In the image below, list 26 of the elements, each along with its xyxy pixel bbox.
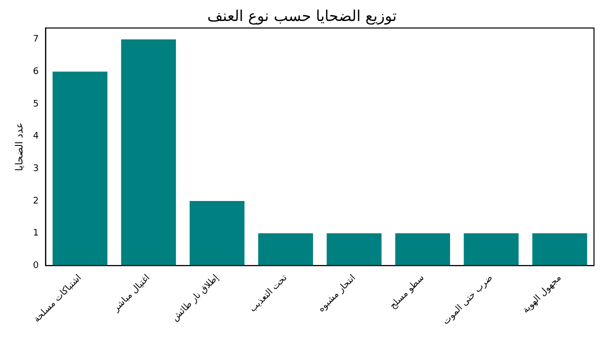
x-tick-label: سطو مسلح [388, 273, 426, 312]
y-tick-label: 4 [32, 132, 39, 142]
bar [532, 233, 588, 266]
x-tick-label: إطلاق نار طائش [170, 273, 221, 324]
x-tick-label: انتحار مشبوه [316, 273, 358, 314]
y-axis-title: عدد الضحايا [14, 122, 26, 172]
bar [190, 200, 244, 266]
y-tick-label: 6 [32, 66, 39, 77]
x-tick-label: اشتباكات مسلحة [32, 273, 84, 325]
x-tick-label: اغتيال مباشر [110, 273, 152, 315]
y-tick-label: 1 [32, 228, 39, 239]
x-tick-label: ضرب حتى الموت [441, 273, 495, 327]
bar [326, 233, 382, 266]
bar [258, 233, 314, 266]
y-tick-label: 2 [32, 196, 39, 206]
x-tick-label: مجهول الهوية [520, 272, 564, 316]
y-tick-label: 5 [32, 99, 39, 110]
bar [395, 233, 450, 266]
y-tick-label: 0 [32, 260, 39, 271]
bar [464, 233, 519, 266]
bar [121, 39, 176, 266]
x-tick-label: تحت التعذيب [248, 272, 290, 314]
y-tick-label: 7 [32, 34, 39, 45]
y-tick-label: 3 [32, 164, 39, 174]
chart-title: توزيع الضحايا حسب نوع العنف [207, 6, 397, 25]
bar [52, 72, 108, 266]
